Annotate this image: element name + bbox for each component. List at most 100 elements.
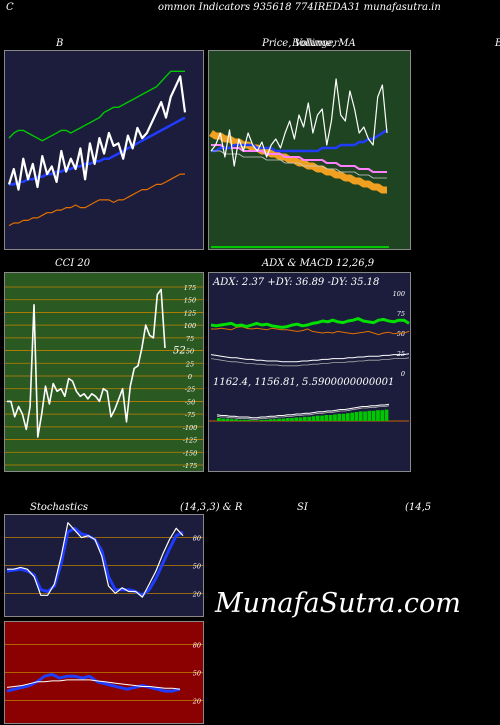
price-line [210,78,388,167]
lower-band-line [8,173,185,227]
macd-histogram-bar [298,417,303,421]
blue-ma-line [211,128,388,153]
cci-line [7,288,166,438]
macd-histogram-bar [333,414,337,421]
stoch-tick-label: 20 [192,590,201,598]
bollinger-overlay-title: Bollinger [292,38,339,49]
minus-di-line [211,326,410,336]
adx-macd-title: ADX & MACD 12,26,9 [262,258,375,269]
cci-tick-label: -25 [185,386,195,394]
stochastics-chart: 80 50 20 [5,522,203,598]
macd-histogram-bar [234,419,238,421]
adx-secondary-line [210,357,410,367]
stoch-k-line [7,522,184,598]
cci-tick-label: 50 [186,348,194,356]
macd-histogram-bar [315,415,320,421]
cci-title: CCI 20 [55,258,91,269]
cci-tick-label: 75 [186,335,194,343]
macd-histogram-bar [290,418,294,421]
stochastics-params: (14,3,3) & R [180,502,243,513]
macd-histogram-bar [350,412,354,421]
macd-histogram-bar [268,419,273,421]
cci-tick-label: 150 [184,297,196,305]
macd-histogram-bar [247,419,251,421]
macd-histogram-bar [229,419,234,421]
price-volume-ma-title: Price, Volume, MA [262,38,356,49]
cci-tick-label: 0 [188,373,192,381]
stoch-tick-label: 80 [193,535,201,543]
cci-chart: 175 150 125 100 75 50 25 0 -25 -50 -75 -100 -125 -150… [5,284,203,470]
adx-tick-label: 75 [397,310,405,318]
macd-line [216,403,390,419]
price-line [7,75,187,191]
stochastics-title: Stochastics [30,502,88,513]
macd-histogram-bar [363,411,367,421]
si-params: (14,5 [405,502,432,513]
macd-histogram-bar [341,413,346,421]
page-title: ommon Indicators 935618 774IREDA31 munaf… [158,2,441,13]
pink-ma-line [211,144,387,173]
watermark: MunafaSutra.com [215,588,461,619]
macd-histogram-bar [324,415,329,421]
si-tick-label: 80 [193,642,201,650]
macd-histogram-bar [358,411,363,421]
si-tick-label: 20 [192,697,201,705]
macd-histogram-bar [371,410,376,421]
cci-tick-label: -125 [183,437,198,445]
cci-tick-label: 25 [185,360,194,368]
si-tick-label: 50 [193,670,201,678]
macd-histogram-bar [272,419,277,421]
macd-histogram-bar [277,418,281,421]
adx-macd-panel: 100 75 50 25 0 ADX: 2.37 +DY: 36.89 -DY: 35.… [208,272,411,472]
macd-histogram-bar [281,418,286,421]
cci-tick-label: -75 [185,411,195,419]
macd-histogram-bar [380,410,385,421]
macd-histogram-bar [367,410,372,421]
stochastics-panel: 80 50 20 [4,514,204,617]
gray-band-line [211,150,387,179]
bollinger-chart [7,70,187,227]
macd-histogram-bar [354,412,359,421]
adx-macd-chart: 100 75 50 25 0 [209,290,410,422]
bollinger-title: B [56,38,64,49]
adx-tick-label: 0 [401,370,405,378]
stoch-d-line [6,526,184,597]
bollinger-panel [4,50,204,250]
macd-histogram-bar [285,418,290,421]
macd-histogram-bar [303,416,307,421]
macd-histogram-bar [384,409,389,421]
macd-histogram-bar [242,419,247,421]
adx-readout: ADX: 2.37 +DY: 36.89 -DY: 35.18 [213,277,380,288]
right-letter: B [495,38,500,49]
cci-tick-label: 125 [184,309,196,317]
si-title: SI [297,502,308,513]
macd-histogram-bar [294,417,299,421]
macd-readout: 1162.4, 1156.81, 5.5900000000001 [213,377,395,388]
cci-tick-label: -100 [183,424,198,432]
macd-histogram-bar [328,415,333,421]
macd-histogram-bar [251,420,256,421]
cci-tick-label: 175 [184,284,196,292]
macd-histogram-bar [238,419,243,421]
cci-tick-label: -50 [185,398,195,406]
cci-current-value: 52 [173,346,186,357]
si-chart: 80 50 20 [5,642,203,705]
macd-histogram-bar [311,416,316,421]
macd-histogram-bar [307,416,311,421]
price-panel [208,50,411,250]
stoch-tick-label: 50 [193,563,201,571]
macd-histogram-bar [264,419,268,421]
macd-histogram-bar [346,413,350,421]
macd-histogram-bar [260,419,264,421]
si-panel: 80 50 20 [4,621,204,724]
cci-tick-label: 100 [184,322,196,330]
cci-tick-label: -175 [183,462,198,470]
macd-histogram-bar [320,415,324,421]
macd-histogram-bar [217,418,221,421]
price-chart [209,78,389,248]
plus-di-line [210,317,410,329]
upper-band-line [8,70,185,142]
macd-histogram-bar [225,418,230,421]
adx-tick-label: 25 [396,350,405,358]
adx-line [210,353,410,363]
